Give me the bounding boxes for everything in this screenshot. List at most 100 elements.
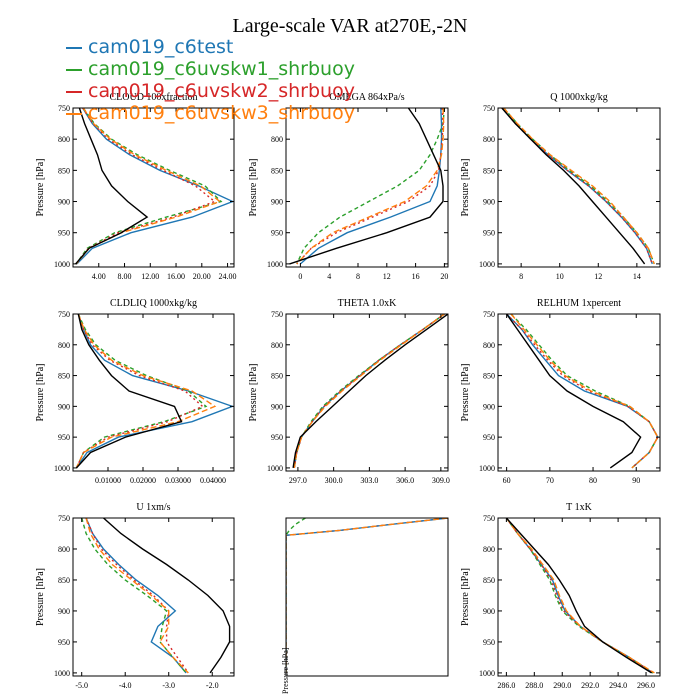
y-axis-label: Pressure [hPa] — [248, 158, 259, 216]
panel-8: Pressure [hPa] — [281, 517, 449, 694]
x-tick-label: 0 — [298, 272, 302, 281]
legend-item: cam019_c6uvskw1_shrbuoy — [66, 58, 355, 80]
series-line — [286, 518, 448, 673]
y-tick-label: 950 — [483, 229, 495, 238]
legend-label: cam019_c6uvskw1_shrbuoy — [88, 58, 355, 80]
y-tick-label: 1000 — [267, 464, 283, 473]
x-tick-label: 4 — [327, 272, 331, 281]
series-line — [286, 518, 448, 673]
series-group — [289, 108, 446, 265]
legend-swatch — [66, 68, 82, 71]
series-line — [103, 518, 231, 674]
panel-3: 8 10 12 14 750 800 850 900 950 1000 Q 1000xkg/kg Pr… — [460, 92, 661, 281]
series-line — [506, 314, 642, 469]
y-tick-label: 750 — [58, 514, 70, 523]
legend-item: cam019_c6uvskw3_shrbuoy — [66, 102, 355, 124]
y-tick-label: 900 — [58, 198, 70, 207]
series-line — [85, 518, 187, 674]
series-group — [501, 108, 655, 265]
series-line — [76, 108, 234, 265]
series-group — [506, 314, 659, 469]
y-tick-label: 750 — [483, 104, 495, 113]
y-tick-label: 850 — [483, 166, 495, 175]
x-tick-label: 292.0 — [581, 681, 599, 690]
series-line — [286, 518, 306, 673]
series-line — [296, 108, 445, 265]
series-line — [299, 108, 443, 265]
y-tick-label: 750 — [58, 310, 70, 319]
y-tick-label: 800 — [271, 135, 283, 144]
series-group — [286, 518, 448, 673]
y-tick-label: 900 — [58, 607, 70, 616]
x-tick-label: 8.00 — [118, 272, 132, 281]
series-line — [505, 518, 654, 674]
series-group — [75, 108, 234, 265]
x-tick-label: -5.0 — [75, 681, 88, 690]
panel-title: THETA 1.0xK — [338, 298, 397, 309]
x-tick-label: 294.0 — [609, 681, 627, 690]
series-line — [506, 314, 659, 469]
panel-title: U 1xm/s — [136, 502, 170, 513]
x-tick-label: 303.0 — [360, 476, 378, 485]
series-line — [75, 108, 217, 265]
series-line — [75, 314, 234, 469]
series-group — [75, 314, 234, 469]
x-tick-label: 297.0 — [289, 476, 307, 485]
plot-frame — [285, 517, 449, 677]
y-tick-label: 1000 — [54, 260, 70, 269]
y-tick-label: 850 — [58, 372, 70, 381]
series-line — [75, 108, 149, 265]
y-axis-label: Pressure [hPa] — [35, 568, 46, 626]
series-group — [292, 314, 448, 469]
y-tick-label: 900 — [271, 402, 283, 411]
y-tick-label: 750 — [483, 514, 495, 523]
plot-frame — [72, 107, 235, 268]
y-axis-label: Pressure [hPa] — [35, 158, 46, 216]
x-tick-label: 0.02000 — [130, 476, 156, 485]
panels: 4.00 8.00 12.00 16.00 20.00 24.00750800850900… — [35, 92, 661, 694]
plot-frame — [285, 313, 449, 472]
panel-title: RELHUM 1xpercent — [537, 298, 621, 309]
x-tick-label: 306.0 — [396, 476, 414, 485]
plot-frame — [72, 313, 235, 472]
series-line — [75, 314, 217, 469]
y-tick-label: 800 — [58, 545, 70, 554]
x-tick-label: 12 — [383, 272, 391, 281]
x-tick-label: 16 — [412, 272, 420, 281]
y-tick-label: 750 — [271, 310, 283, 319]
y-tick-label: 800 — [483, 341, 495, 350]
series-line — [505, 518, 654, 674]
y-tick-label: 1000 — [479, 669, 495, 678]
series-line — [505, 518, 654, 674]
y-tick-label: 750 — [483, 310, 495, 319]
x-tick-label: 10 — [556, 272, 564, 281]
y-tick-label: 950 — [58, 638, 70, 647]
x-tick-label: 20 — [440, 272, 448, 281]
y-axis-label: Pressure [hPa] — [35, 363, 46, 421]
series-line — [85, 518, 189, 674]
y-tick-label: 800 — [58, 135, 70, 144]
series-line — [289, 108, 444, 265]
y-tick-label: 950 — [58, 433, 70, 442]
legend-label: cam019_c6uvskw3_shrbuoy — [88, 102, 355, 124]
y-tick-label: 850 — [483, 576, 495, 585]
y-tick-label: 850 — [58, 166, 70, 175]
plot-frame — [497, 313, 661, 472]
panel-9: 286.0 288.0 290.0 292.0 294.0 296.0 750 800 850 9… — [460, 502, 661, 690]
y-tick-label: 900 — [483, 198, 495, 207]
y-tick-label: 850 — [58, 576, 70, 585]
x-tick-label: 0.01000 — [95, 476, 121, 485]
y-tick-label: 900 — [58, 402, 70, 411]
y-tick-label: 950 — [483, 638, 495, 647]
series-line — [503, 108, 655, 265]
x-tick-label: 12 — [594, 272, 602, 281]
panel-4: 0.01000 0.02000 0.03000 0.04000 750 800 850 900… — [35, 298, 235, 485]
series-line — [505, 518, 655, 674]
panel-title: Q 1000xkg/kg — [550, 92, 608, 103]
legend-swatch — [66, 46, 82, 49]
series-line — [75, 108, 223, 265]
y-tick-label: 850 — [271, 166, 283, 175]
y-tick-label: 850 — [483, 372, 495, 381]
x-tick-label: -3.0 — [162, 681, 175, 690]
